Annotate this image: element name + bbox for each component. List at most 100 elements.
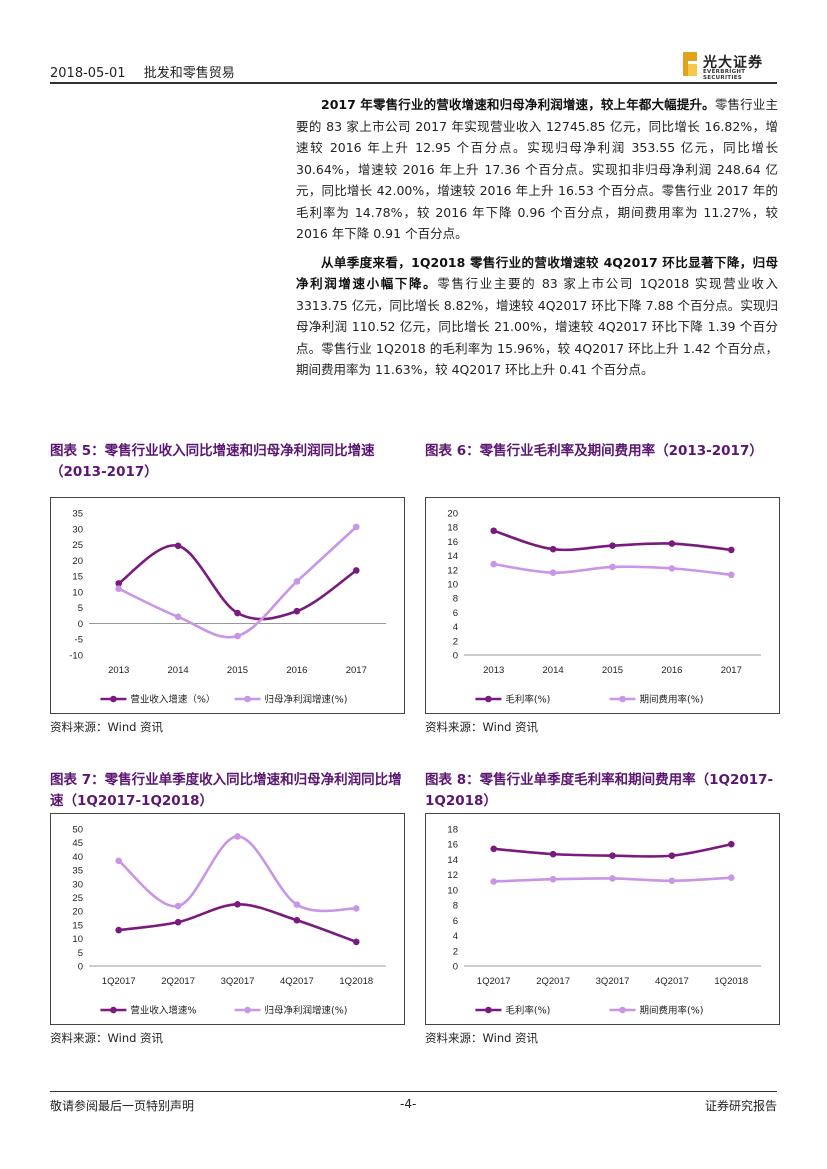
footer-disclaimer: 敬请参阅最后一页特别声明	[50, 1099, 195, 1113]
x-tick-label: 2Q2017	[161, 976, 195, 987]
figure-6-source: 资料来源：Wind 资讯	[425, 720, 539, 734]
y-tick-label: 4	[453, 931, 458, 942]
legend-label: 毛利率(%)	[505, 694, 550, 706]
y-tick-label: 0	[453, 651, 458, 662]
data-point	[293, 578, 301, 585]
legend-swatch-marker	[485, 1006, 492, 1014]
y-tick-label: 8	[453, 901, 458, 912]
y-tick-label: 16	[447, 840, 458, 851]
chart-6-svg: 0 2 4 6 8 10 12 14 16 18 20 2013 2014 2015 2016 2017 毛利率…	[447, 509, 761, 706]
data-point	[609, 852, 616, 859]
data-point	[234, 609, 241, 617]
data-point	[293, 901, 301, 908]
y-tick-label: 5	[78, 603, 83, 614]
page-number: -4-	[400, 1097, 417, 1111]
data-point	[234, 632, 241, 640]
y-tick-label: 35	[72, 509, 83, 520]
y-tick-label: 8	[453, 594, 458, 605]
y-tick-label: 20	[72, 556, 83, 567]
data-point	[490, 560, 497, 568]
data-point	[728, 840, 735, 848]
y-tick-label: 15	[72, 572, 83, 583]
y-tick-label: 6	[453, 608, 458, 619]
x-tick-label: 2017	[346, 665, 367, 676]
y-tick-label: 14	[447, 551, 458, 562]
figure-6-chart: 0 2 4 6 8 10 12 14 16 18 20 2013 2014 2015 2016 2017 毛利率…	[425, 497, 780, 714]
paragraph-2-body: 零售行业主要的 83 家上市公司 1Q2018 实现营业收入 3313.75 亿…	[296, 276, 778, 377]
data-point	[234, 833, 241, 840]
data-point	[668, 565, 676, 572]
data-point	[609, 563, 616, 571]
y-tick-label: 40	[72, 852, 83, 863]
x-tick-label: 2014	[543, 665, 564, 676]
data-point	[353, 905, 360, 912]
y-tick-label: 20	[72, 907, 83, 918]
y-tick-label: 18	[447, 825, 458, 836]
data-point	[490, 845, 497, 853]
y-tick-label: 14	[447, 855, 458, 866]
data-point	[115, 580, 122, 587]
y-tick-label: 12	[447, 870, 458, 881]
y-tick-label: 0	[78, 962, 83, 973]
y-tick-label: 10	[447, 580, 458, 591]
report-date: 2018-05-01	[50, 66, 126, 81]
data-point	[174, 902, 182, 910]
paragraph-1: 2017 年零售行业的营收增速和归母净利润增速，较上年都大幅提升。零售行业主要的…	[296, 94, 778, 245]
data-point	[549, 850, 557, 858]
x-tick-label: 2013	[108, 665, 129, 676]
paragraph-2-lead: 从单季度来看，1Q2018 零售行业的营收增速较 4Q2017 环比显著下降，归…	[296, 254, 778, 292]
legend-label: 归母净利润增速(%)	[265, 694, 348, 706]
legend-label: 期间费用率(%)	[640, 694, 704, 706]
figure-6-title: 图表 6：零售行业毛利率及期间费用率（2013-2017）	[425, 443, 763, 459]
legend-label: 营业收入增速（%）	[130, 694, 215, 706]
y-tick-label: 10	[447, 885, 458, 896]
legend-swatch-marker	[619, 1006, 626, 1014]
paragraph-1-lead: 2017 年零售行业的营收增速和归母净利润增速，较上年都大幅提升。	[321, 97, 715, 112]
data-point	[115, 585, 122, 593]
logo-mark-icon	[683, 52, 697, 76]
figure-8-source: 资料来源：Wind 资讯	[425, 1031, 539, 1045]
chart-7-svg: 0 5 10 15 20 25 30 35 40 45 50 1Q2017 2Q2017 3Q2017 4Q…	[72, 825, 386, 1017]
legend-label: 营业收入增速%	[130, 1005, 196, 1017]
y-tick-label: 25	[72, 893, 83, 904]
data-point	[609, 542, 616, 549]
x-tick-label: 4Q2017	[655, 976, 689, 987]
figure-7-title: 图表 7：零售行业单季度收入同比增速和归母净利润同比增速（1Q2017-1Q20…	[50, 772, 402, 809]
y-tick-label: 10	[72, 587, 83, 598]
x-tick-label: 3Q2017	[221, 976, 255, 987]
data-point	[549, 545, 557, 553]
data-point	[174, 542, 182, 550]
legend-swatch-marker	[244, 1006, 251, 1014]
x-tick-label: 2017	[721, 665, 742, 676]
series-line-2	[117, 835, 357, 913]
y-tick-label: 12	[447, 565, 458, 576]
legend-swatch-marker	[619, 695, 626, 703]
data-point	[353, 567, 360, 574]
x-tick-label: 2015	[602, 665, 623, 676]
legend-swatch-marker	[244, 695, 251, 703]
y-tick-label: 20	[447, 509, 458, 520]
data-point	[728, 874, 735, 882]
legend-label: 期间费用率(%)	[640, 1005, 704, 1017]
figure-5-source: 资料来源：Wind 资讯	[50, 720, 164, 734]
legend-swatch-marker	[485, 695, 492, 703]
legend-swatch-marker	[110, 695, 117, 703]
data-point	[668, 540, 676, 547]
y-tick-label: 5	[78, 948, 83, 959]
data-point	[353, 938, 360, 946]
x-tick-label: 2Q2017	[536, 976, 570, 987]
y-tick-label: 45	[72, 838, 83, 849]
page-header: 2018-05-01 批发和零售贸易	[50, 62, 249, 81]
figure-7-chart: 0 5 10 15 20 25 30 35 40 45 50 1Q2017 2Q2017 3Q2017 4Q…	[50, 813, 405, 1025]
logo-text-en: EVERBRIGHT SECURITIES	[703, 69, 746, 81]
y-tick-label: 30	[72, 524, 83, 535]
data-point	[115, 926, 122, 934]
x-tick-label: 2013	[483, 665, 504, 676]
data-point	[549, 875, 557, 883]
figure-8-chart: 0 2 4 6 8 10 12 14 16 18 1Q2017 2Q2017 3Q2017 4Q2017 1…	[425, 813, 780, 1025]
series-line-1	[117, 544, 358, 621]
everbright-logo: 光大证券 EVERBRIGHT SECURITIES	[683, 50, 783, 81]
x-tick-label: 1Q2018	[714, 976, 748, 987]
paragraph-1-body: 零售行业主要的 83 家上市公司 2017 年实现营业收入 12745.85 亿…	[296, 97, 778, 241]
series-line-2	[118, 525, 358, 639]
